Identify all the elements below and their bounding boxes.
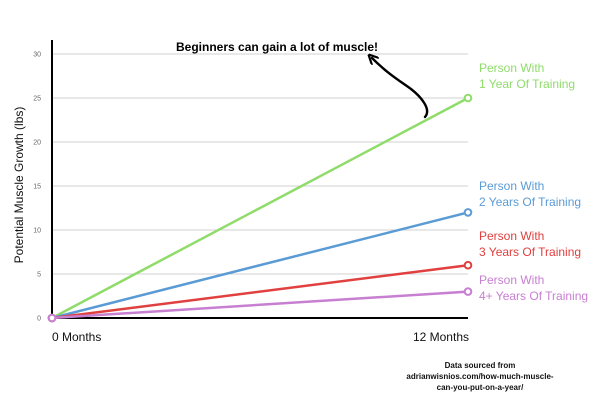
series-labels: Person With 1 Year Of Training Person With… (479, 61, 588, 303)
series-label: Person With (479, 229, 544, 243)
series-line (51, 263, 469, 320)
y-axis-label: Potential Muscle Growth (lbs) (12, 107, 26, 264)
series-line (51, 290, 469, 320)
series-label: Person With (479, 273, 544, 287)
source-note: Data sourced from adrianwisnios.com/how-m… (406, 361, 553, 392)
source-line: can-you-put-on-a-year/ (437, 383, 524, 392)
data-point (463, 93, 473, 103)
y-tick-label: 0 (37, 316, 41, 323)
y-tick-label: 30 (33, 52, 41, 59)
annotation-arrow (372, 58, 429, 119)
source-line: Data sourced from (445, 361, 516, 370)
y-tick-labels: 0 5 10 15 20 25 30 (33, 52, 41, 323)
y-tick-label: 25 (33, 96, 41, 103)
source-line: adrianwisnios.com/how-much-muscle- (406, 372, 553, 381)
annotation-text: Beginners can gain a lot of muscle! (176, 40, 378, 54)
data-point (463, 260, 473, 270)
series-label: 4+ Years Of Training (479, 289, 588, 303)
data-point (47, 313, 57, 323)
x-tick-label: 12 Months (413, 330, 469, 344)
series-label: 1 Year Of Training (479, 77, 575, 91)
y-tick-label: 5 (37, 272, 41, 279)
series-line (51, 96, 469, 320)
series-lines (47, 93, 473, 323)
y-tick-label: 20 (33, 140, 41, 147)
data-point (463, 287, 473, 296)
data-point (463, 208, 473, 217)
series-label: 3 Years Of Training (479, 245, 581, 259)
x-tick-label: 0 Months (52, 330, 101, 344)
series-label: Person With (479, 61, 544, 75)
series-line (51, 211, 469, 320)
series-label: Person With (479, 179, 544, 193)
gridlines (52, 53, 468, 275)
y-tick-label: 10 (33, 228, 41, 235)
series-label: 2 Years Of Training (479, 195, 581, 209)
x-axis: 0 Months 12 Months (51, 40, 469, 344)
y-tick-label: 15 (33, 184, 41, 191)
